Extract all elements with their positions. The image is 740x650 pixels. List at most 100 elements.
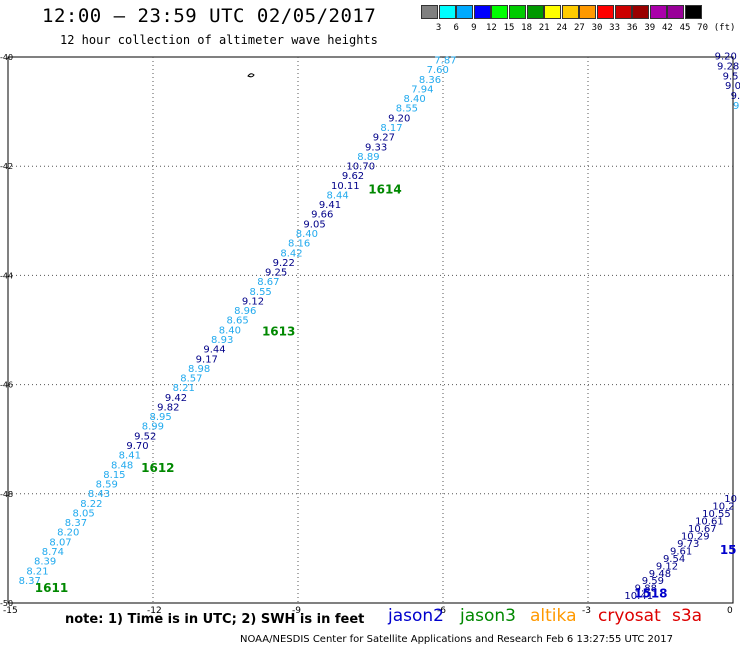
lon-tick-label: -15 [3, 606, 18, 616]
swh-value-label: 9.05 [303, 219, 325, 230]
swh-value-label: 8.55 [396, 104, 418, 115]
swh-value-label: 8.48 [111, 460, 133, 471]
swh-value-label: 10.55 [702, 509, 731, 520]
island-outline [247, 73, 255, 78]
lat-tick-label: -46 [0, 381, 13, 390]
legend-swatch [526, 5, 544, 19]
legend-tick-label: 45 [679, 23, 691, 33]
swh-value-label: 9.62 [342, 171, 364, 182]
legend-swatch [685, 5, 702, 19]
lat-tick-label: -44 [0, 271, 13, 280]
pass-number-label: 1611 [35, 581, 68, 595]
swh-value-label: 8.95 [149, 412, 171, 423]
swh-value-label: 9.42 [165, 393, 187, 404]
legend-tick-label: 18 [521, 23, 533, 33]
legend-tick-label: 70 [697, 23, 709, 33]
swh-value-label: 8.40 [296, 229, 318, 240]
swh-value-label: 8.41 [119, 451, 141, 462]
swh-value-label: 9.12 [242, 296, 264, 307]
swh-value-label: 9.88 [635, 584, 657, 595]
lon-tick-label: 0 [727, 606, 733, 616]
swh-value-label: 8.21 [173, 383, 195, 394]
swh-value-label: 8.40 [219, 325, 241, 336]
pass-number-label: 1613 [262, 324, 295, 338]
swh-value-label: 8.42 [280, 248, 302, 259]
swh-value-label: 9.48 [649, 569, 671, 580]
swh-value-label: 9.44 [203, 345, 225, 356]
lon-tick-label: -12 [147, 606, 162, 616]
swh-value-label: 8.59 [96, 480, 118, 491]
swh-value-label: 9.5 [723, 71, 739, 82]
legend-tick-label: 36 [626, 23, 638, 33]
legend-swatch [456, 5, 474, 19]
swh-value-label: 8.37 [19, 576, 41, 587]
legend-tick-label: 30 [591, 23, 603, 33]
swh-value-label: 9.22 [273, 258, 295, 269]
swh-value-label: 7.87 [434, 56, 456, 67]
legend-swatch [509, 5, 526, 19]
legend-swatch [544, 5, 562, 19]
lon-tick-label: -6 [437, 606, 446, 616]
swh-value-label: 8.55 [250, 287, 272, 298]
swh-value-label: 8.15 [103, 470, 125, 481]
swh-value-label: 9.0 [725, 81, 740, 92]
swh-value-label: 8.43 [88, 489, 110, 500]
legend-swatch [632, 5, 650, 19]
lat-tick-label: -40 [0, 53, 13, 62]
swh-value-label: 8.16 [288, 239, 310, 250]
swh-value-label: 8.65 [226, 316, 248, 327]
swh-value-label: 8.17 [380, 123, 402, 134]
legend-swatch [649, 5, 667, 19]
swh-value-label: 9.25 [265, 268, 287, 279]
swh-value-label: 8.57 [180, 374, 202, 385]
swh-value-label: 9. [731, 91, 740, 102]
swh-value-label: 9.66 [311, 210, 333, 221]
legend-swatch [667, 5, 685, 19]
swh-value-label: 8.96 [234, 306, 256, 317]
swh-value-label: 8.07 [49, 537, 71, 548]
swh-value-label: 9.70 [126, 441, 148, 452]
swh-value-label: 10.2 [712, 501, 734, 512]
legend-tick-label: 12 [485, 23, 497, 33]
swh-value-label: 9.52 [134, 431, 156, 442]
swh-value-label: 9.20 [388, 113, 410, 124]
satellite-s3a-label: s3a [672, 606, 703, 626]
swh-value-label: 8.44 [327, 190, 349, 201]
legend-swatch [561, 5, 579, 19]
legend-swatch [491, 5, 509, 19]
swh-value-label: 8.67 [257, 277, 279, 288]
map-title: 12:00 – 23:59 UTC 02/05/2017 [42, 5, 377, 27]
swh-value-label: 9.73 [677, 539, 699, 550]
swh-value-label: 8.40 [403, 94, 425, 105]
swh-value-label: 8.74 [42, 547, 64, 558]
legend-tick-label: 39 [644, 23, 656, 33]
swh-value-label: 9.12 [656, 561, 678, 572]
swh-value-label: 8.93 [211, 335, 233, 346]
lat-tick-label: -50 [0, 599, 13, 608]
swh-value-label: 10.11 [331, 181, 360, 192]
swh-value-label: 9.59 [642, 576, 664, 587]
legend-tick-label: 42 [661, 23, 673, 33]
swh-value-label: 7.60 [427, 65, 449, 76]
swh-value-label: 10.29 [681, 531, 710, 542]
swh-value-label: 9.61 [670, 546, 692, 557]
swh-value-label: 8.98 [188, 364, 210, 375]
satellite-jason2-label: jason2 [388, 606, 444, 626]
swh-value-label: 9.33 [365, 142, 387, 153]
map-subtitle: 12 hour collection of altimeter wave hei… [60, 33, 378, 47]
legend-swatch [579, 5, 597, 19]
legend-tick-label: 33 [609, 23, 621, 33]
swh-value-label: 8.05 [72, 508, 94, 519]
legend-tick-label: 21 [538, 23, 550, 33]
legend-unit: (ft) [713, 23, 736, 33]
pass-number-label: 1612 [141, 461, 174, 475]
lat-tick-label: -42 [0, 162, 13, 171]
legend-tick-label: 27 [573, 23, 585, 33]
legend-swatch [473, 5, 491, 19]
legend-tick-label: 3 [435, 23, 442, 33]
swh-value-label: 8.36 [419, 75, 441, 86]
legend-swatch [597, 5, 614, 19]
swh-value-label: 8.99 [142, 422, 164, 433]
legend-tick-label: 15 [503, 23, 515, 33]
